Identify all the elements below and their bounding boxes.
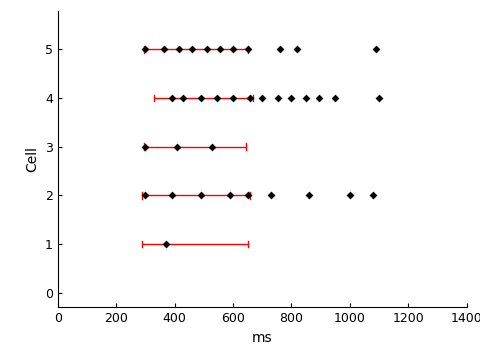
Point bbox=[243, 47, 251, 52]
Point bbox=[258, 95, 265, 101]
Point bbox=[304, 192, 312, 198]
Point bbox=[160, 47, 168, 52]
Point bbox=[162, 241, 169, 247]
Point bbox=[314, 95, 322, 101]
Point bbox=[216, 47, 223, 52]
Point bbox=[243, 192, 251, 198]
Point bbox=[246, 95, 254, 101]
Point bbox=[226, 192, 233, 198]
Point bbox=[331, 95, 338, 101]
Point bbox=[275, 47, 283, 52]
Point bbox=[197, 192, 204, 198]
Point bbox=[188, 47, 195, 52]
Point bbox=[179, 95, 187, 101]
Point bbox=[168, 192, 175, 198]
Point bbox=[203, 47, 210, 52]
Point bbox=[369, 192, 376, 198]
Point bbox=[197, 95, 204, 101]
Point bbox=[266, 192, 274, 198]
Point bbox=[372, 47, 379, 52]
Point bbox=[228, 47, 236, 52]
Point bbox=[228, 95, 236, 101]
Point bbox=[141, 47, 149, 52]
Point bbox=[175, 47, 182, 52]
Point bbox=[374, 95, 382, 101]
Point bbox=[213, 95, 220, 101]
X-axis label: ms: ms bbox=[252, 330, 272, 345]
Point bbox=[274, 95, 281, 101]
Point bbox=[168, 95, 175, 101]
Point bbox=[141, 144, 149, 150]
Point bbox=[141, 192, 149, 198]
Point bbox=[208, 144, 216, 150]
Point bbox=[173, 144, 181, 150]
Point bbox=[301, 95, 309, 101]
Point bbox=[293, 47, 300, 52]
Point bbox=[345, 192, 353, 198]
Point bbox=[287, 95, 295, 101]
Y-axis label: Cell: Cell bbox=[25, 146, 39, 172]
